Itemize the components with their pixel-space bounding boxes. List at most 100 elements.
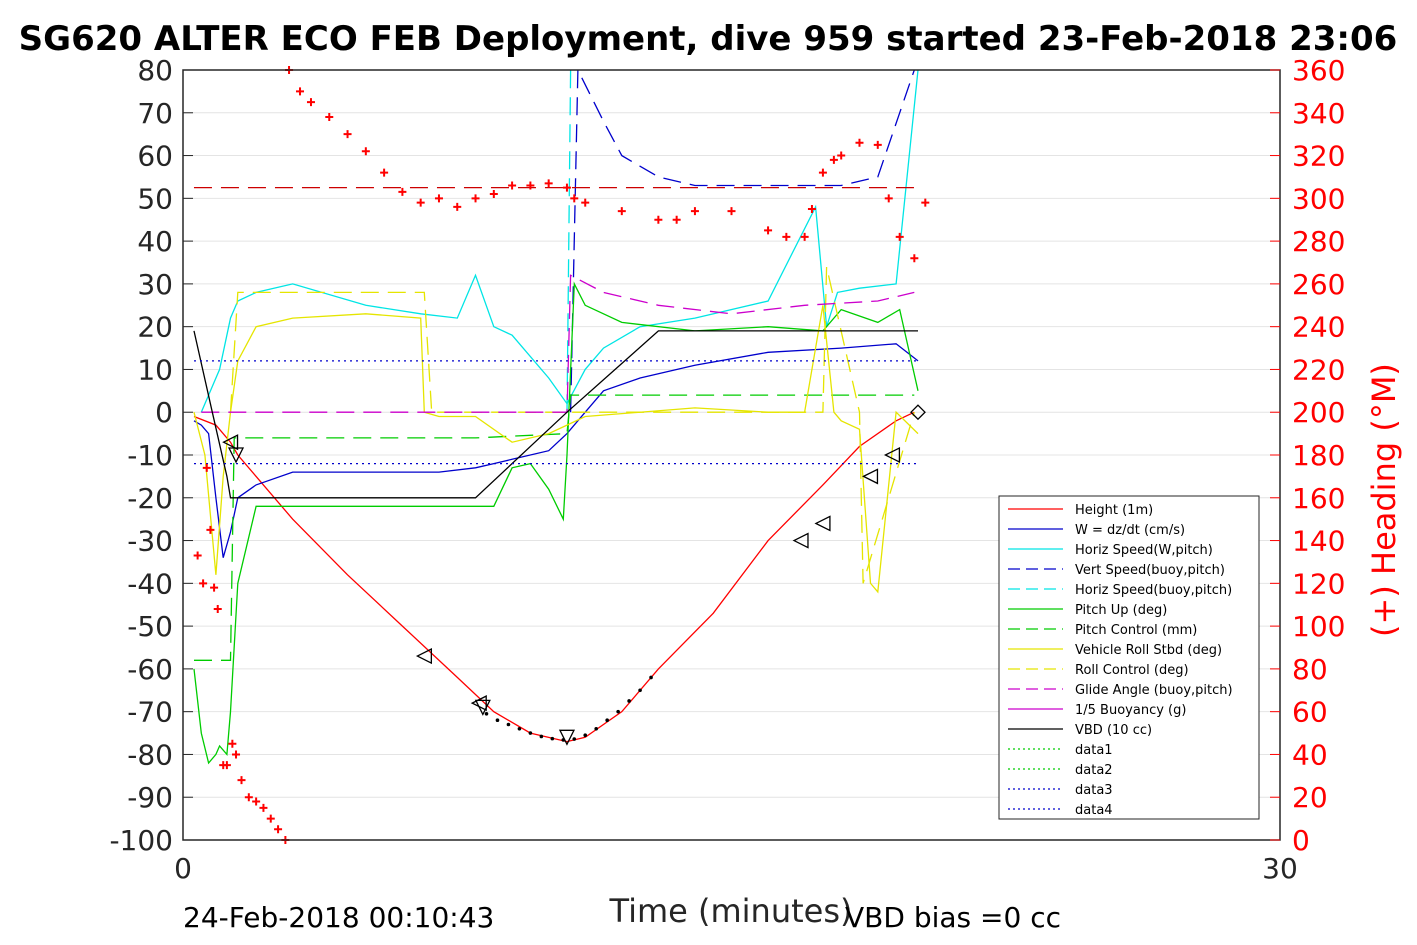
y2-tick-label: 60 bbox=[1292, 696, 1328, 729]
legend-label-horiz-speed-buoy-pitch: Horiz Speed(buoy,pitch) bbox=[1075, 583, 1232, 598]
heading-point bbox=[818, 168, 827, 177]
depth-marker-triangle-left bbox=[861, 468, 879, 485]
legend-label-1-5-buoyancy-g: 1/5 Buoyancy (g) bbox=[1075, 703, 1186, 718]
heading-point bbox=[296, 87, 305, 96]
depth-marker-triangle-down bbox=[227, 447, 245, 464]
y2-tick-label: 160 bbox=[1292, 482, 1345, 515]
y-tick-label: -60 bbox=[127, 653, 173, 686]
heading-point bbox=[471, 194, 480, 203]
heading-point bbox=[672, 215, 681, 224]
y-tick-label: 50 bbox=[137, 182, 173, 215]
series-pitch-up-deg bbox=[193, 281, 919, 765]
height-dot bbox=[539, 734, 544, 739]
heading-point bbox=[237, 776, 246, 785]
marker-layer bbox=[193, 66, 930, 844]
height-dot bbox=[649, 675, 653, 680]
height-dot bbox=[495, 718, 500, 723]
series-w-dz-dt-cm-s bbox=[193, 343, 919, 558]
y-tick-label: -80 bbox=[127, 738, 173, 771]
legend-label-pitch-control-mm: Pitch Control (mm) bbox=[1075, 623, 1197, 638]
heading-point bbox=[617, 207, 626, 216]
heading-point bbox=[210, 583, 219, 592]
y2-tick-label: 200 bbox=[1292, 396, 1345, 429]
heading-point bbox=[244, 793, 253, 802]
y2-tick-label: 340 bbox=[1292, 97, 1345, 130]
y2-tick-label: 280 bbox=[1292, 225, 1345, 258]
x-tick-label: 30 bbox=[1262, 852, 1298, 885]
heading-point bbox=[222, 761, 231, 770]
y2-tick-label: 100 bbox=[1292, 610, 1345, 643]
legend: Height (1m) W = dz/dt (cm/s) Horiz Speed(W… bbox=[998, 495, 1260, 820]
footer-vbd-bias: VBD bias =0 cc bbox=[845, 901, 1061, 934]
depth-marker-triangle-down bbox=[474, 699, 491, 716]
legend-label-vehicle-roll-stbd-deg: Vehicle Roll Stbd (deg) bbox=[1075, 643, 1222, 658]
heading-point bbox=[274, 825, 283, 834]
series-pitch-control-mm bbox=[194, 394, 915, 661]
legend-label-roll-control-deg: Roll Control (deg) bbox=[1075, 663, 1189, 678]
height-dot bbox=[638, 688, 642, 693]
depth-marker-triangle-left bbox=[222, 434, 239, 451]
legend-label-data4: data4 bbox=[1075, 803, 1113, 818]
legend-label-vbd-10-cc: VBD (10 cc) bbox=[1075, 723, 1152, 738]
x-tick-label: 0 bbox=[174, 852, 192, 885]
y-tick-label: 10 bbox=[137, 353, 173, 386]
y2-tick-label: 240 bbox=[1292, 311, 1345, 344]
y2-tick-label: 260 bbox=[1292, 268, 1345, 301]
heading-point bbox=[764, 226, 773, 235]
heading-point bbox=[544, 179, 553, 188]
legend-label-data2: data2 bbox=[1075, 763, 1113, 778]
heading-point bbox=[228, 739, 237, 748]
y-tick-label: 0 bbox=[155, 396, 173, 429]
heading-point bbox=[453, 202, 462, 211]
heading-point bbox=[782, 232, 791, 241]
y-tick-label: 60 bbox=[137, 140, 173, 173]
legend-label-height-1m: Height (1m) bbox=[1075, 503, 1153, 518]
heading-point bbox=[199, 579, 208, 588]
y-tick-label: 80 bbox=[137, 54, 173, 87]
heading-point bbox=[259, 803, 268, 812]
y-tick-label: -40 bbox=[127, 567, 173, 600]
y2-tick-label: 180 bbox=[1292, 439, 1345, 472]
depth-marker-triangle-down bbox=[558, 729, 576, 746]
heading-point bbox=[562, 183, 571, 192]
heading-point bbox=[489, 190, 498, 199]
heading-point bbox=[213, 605, 222, 613]
heading-point bbox=[202, 463, 211, 472]
y2-tick-label: 360 bbox=[1292, 54, 1345, 87]
heading-point bbox=[343, 130, 352, 139]
footer-timestamp: 24-Feb-2018 00:10:43 bbox=[183, 901, 494, 934]
y-tick-label: 20 bbox=[137, 311, 173, 344]
heading-point bbox=[884, 194, 893, 203]
y-tick-label: 40 bbox=[137, 225, 173, 258]
series-horiz-speed-buoy-pitch bbox=[566, 69, 578, 413]
height-dot bbox=[572, 737, 577, 741]
y-tick-label: -50 bbox=[127, 610, 173, 643]
heading-point bbox=[910, 254, 919, 263]
height-dot bbox=[605, 718, 609, 723]
heading-point bbox=[800, 232, 809, 241]
height-dot bbox=[627, 699, 631, 703]
y-tick-label: -30 bbox=[127, 525, 173, 558]
legend-label-data3: data3 bbox=[1075, 783, 1113, 798]
y2-tick-label: 80 bbox=[1292, 653, 1328, 686]
heading-point bbox=[325, 113, 334, 122]
series-vehicle-roll-stbd-deg bbox=[193, 305, 919, 594]
heading-point bbox=[654, 215, 663, 224]
y2-tick-label: 120 bbox=[1292, 567, 1345, 600]
depth-marker-diamond bbox=[910, 404, 926, 421]
heading-point bbox=[206, 525, 215, 534]
heading-point bbox=[416, 198, 425, 207]
legend-box bbox=[998, 495, 1260, 820]
heading-point bbox=[380, 168, 389, 177]
y-tick-label: -70 bbox=[127, 696, 173, 729]
depth-marker-triangle-left bbox=[415, 648, 432, 665]
series-roll-control-deg bbox=[229, 266, 915, 584]
depth-marker-triangle-left bbox=[883, 446, 901, 464]
heading-point bbox=[398, 187, 407, 196]
heading-point bbox=[361, 147, 370, 156]
height-dot bbox=[616, 709, 620, 714]
depth-marker-triangle-left bbox=[792, 532, 809, 549]
heading-point bbox=[690, 207, 699, 216]
y2-tick-label: 300 bbox=[1292, 182, 1345, 215]
heading-point bbox=[837, 151, 846, 160]
